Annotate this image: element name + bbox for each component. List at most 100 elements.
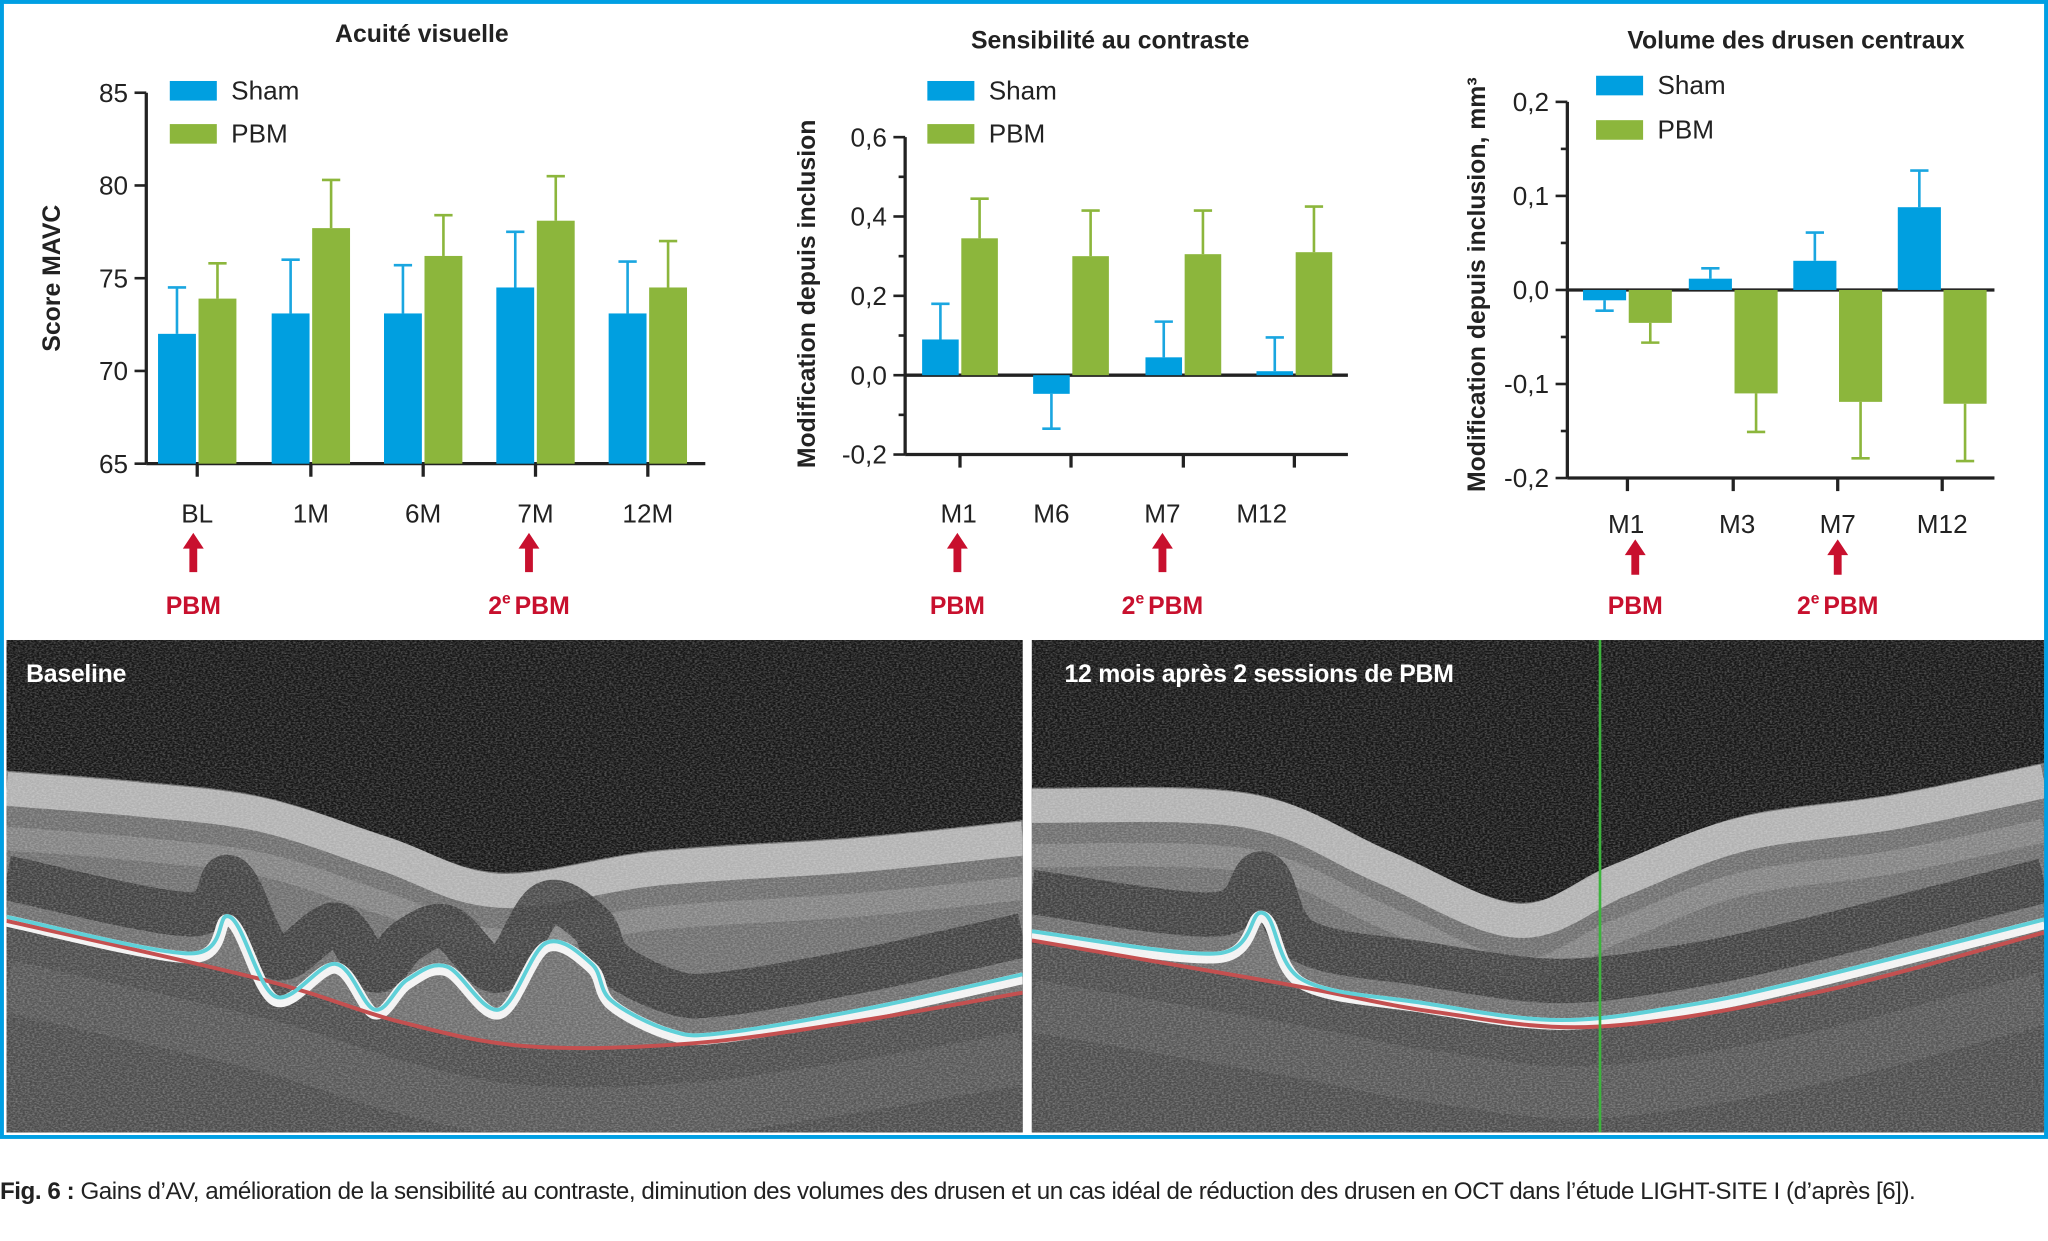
legend-label-pbm: PBM: [231, 118, 288, 148]
legend-swatch-sham: [927, 80, 975, 101]
chart-title: Acuité visuelle: [335, 21, 509, 48]
x-tick-label: M1: [941, 498, 977, 528]
y-tick-label: 75: [99, 263, 128, 293]
chart-1: Acuité visuelle Score MAVC 85 80 75 70 65 BL 1M 6…: [39, 21, 706, 620]
bar-sham-bl: [158, 333, 196, 464]
y-tick-label: 0,6: [851, 122, 887, 152]
annotation-label: PBM: [166, 593, 221, 620]
oct-image-baseline: [6, 639, 1023, 1133]
annotation-ordinal: 2: [1797, 593, 1811, 620]
annotation-label: PBM: [1148, 593, 1203, 620]
x-tick-label: M6: [1033, 498, 1069, 528]
treatment-annotation: PBM: [930, 593, 985, 620]
bar-sham-m3: [1688, 278, 1732, 290]
y-axis-label: Modification depuis inclusion, mm³: [1464, 77, 1491, 492]
y-tick-label: -0,1: [1504, 369, 1549, 399]
arrow-up-icon: [1151, 532, 1173, 573]
y-tick-label: 0,0: [851, 360, 887, 390]
oct-scan-baseline: Baseline: [6, 639, 1023, 1133]
legend-swatch-sham: [1596, 75, 1644, 96]
treatment-annotation: 2e PBM: [1797, 590, 1879, 619]
annotation-label: PBM: [515, 593, 570, 620]
chart-title: Sensibilité au contraste: [971, 27, 1249, 54]
arrow-up-icon: [1827, 539, 1849, 575]
bar-pbm-7m: [536, 220, 575, 464]
oct-label-baseline: Baseline: [26, 660, 127, 689]
legend-label-sham: Sham: [231, 75, 299, 105]
annotation-ordinal: 2: [488, 593, 502, 620]
legend-label-pbm: PBM: [989, 118, 1046, 148]
bar-pbm-m12: [1943, 289, 1987, 404]
x-tick-label: 12M: [622, 498, 673, 528]
y-tick-label: 70: [99, 356, 128, 386]
y-tick-label: 0,2: [1513, 87, 1549, 117]
rpe-segmentation-line: [1031, 911, 2045, 1023]
annotation-label: PBM: [1608, 593, 1663, 620]
bar-sham-m7: [1145, 357, 1183, 376]
y-tick-label: 0,1: [1513, 181, 1549, 211]
bar-sham-12m: [608, 313, 647, 464]
x-tick-label: M7: [1144, 498, 1180, 528]
bar-sham-m1: [1583, 289, 1627, 301]
bar-sham-m7: [1793, 260, 1837, 290]
y-axis-label: Modification depuis inclusion: [794, 120, 821, 469]
arrow-up-icon: [182, 532, 204, 573]
bar-pbm-m6: [1072, 256, 1109, 376]
legend-swatch-pbm: [169, 124, 217, 144]
annotation-ordinal-sup: e: [1811, 590, 1820, 607]
bar-sham-m12: [1256, 371, 1294, 376]
legend-label-pbm: PBM: [1657, 114, 1714, 144]
legend-label-sham: Sham: [1657, 70, 1725, 100]
bar-pbm-m1: [1628, 289, 1672, 323]
annotation-ordinal: 2: [1122, 593, 1136, 620]
x-tick-label: M7: [1820, 509, 1856, 539]
y-tick-label: 0,2: [851, 281, 887, 311]
legend-swatch-pbm: [927, 124, 975, 144]
bar-pbm-m12: [1295, 252, 1333, 376]
x-tick-label: M12: [1917, 509, 1968, 539]
oct-label-12-months: 12 mois après 2 sessions de PBM: [1064, 660, 1454, 689]
oct-image-12-months: [1031, 639, 2045, 1133]
legend-swatch-sham: [169, 80, 217, 101]
treatment-annotation: 2e PBM: [488, 590, 570, 619]
annotation-ordinal-sup: e: [502, 590, 511, 607]
legend-label-sham: Sham: [989, 75, 1057, 105]
figure-caption: Fig. 6 : Gains d’AV, amélioration de la …: [0, 1174, 2048, 1207]
bar-sham-7m: [496, 287, 535, 464]
bar-pbm-m7: [1839, 289, 1883, 402]
treatment-annotation: PBM: [1608, 593, 1663, 620]
x-tick-label: M1: [1608, 509, 1644, 539]
arrow-up-icon: [1624, 539, 1646, 575]
legend-swatch-pbm: [1596, 120, 1644, 140]
y-tick-label: 85: [99, 78, 128, 108]
y-tick-label: -0,2: [1504, 463, 1549, 493]
x-tick-label: M12: [1236, 498, 1287, 528]
y-tick-label: -0,2: [842, 440, 887, 470]
bar-pbm-1m: [312, 228, 351, 464]
charts-area: Acuité visuelle Score MAVC 85 80 75 70 65 BL 1M 6…: [39, 21, 1995, 620]
y-tick-label: 80: [99, 171, 128, 201]
speckle-noise: [6, 639, 1023, 1133]
rpe-segmentation-line: [6, 914, 1023, 1038]
y-tick-label: 65: [99, 449, 128, 479]
figure-frame: [0, 0, 2048, 1139]
chart-3: Volume des drusen centraux Modification d…: [1464, 27, 1995, 620]
y-axis-label: Score MAVC: [39, 205, 66, 352]
bar-sham-m6: [1033, 375, 1070, 394]
bar-sham-m12: [1897, 207, 1941, 290]
annotation-label: PBM: [930, 593, 985, 620]
arrow-up-icon: [946, 532, 968, 573]
bruchs-membrane-line: [6, 918, 1023, 1051]
bar-pbm-m3: [1734, 289, 1778, 394]
bar-pbm-m7: [1184, 254, 1222, 376]
arrow-up-icon: [518, 532, 540, 573]
caption-label: Fig. 6 :: [0, 1176, 75, 1205]
annotation-ordinal-sup: e: [1135, 590, 1144, 607]
bar-pbm-6m: [424, 255, 463, 464]
speckle-noise: [1031, 639, 2045, 1133]
bar-pbm-m1: [961, 238, 998, 376]
x-tick-label: 1M: [293, 498, 329, 528]
bar-pbm-12m: [649, 287, 688, 464]
caption-text: Gains d’AV, amélioration de la sensibili…: [74, 1176, 1916, 1205]
